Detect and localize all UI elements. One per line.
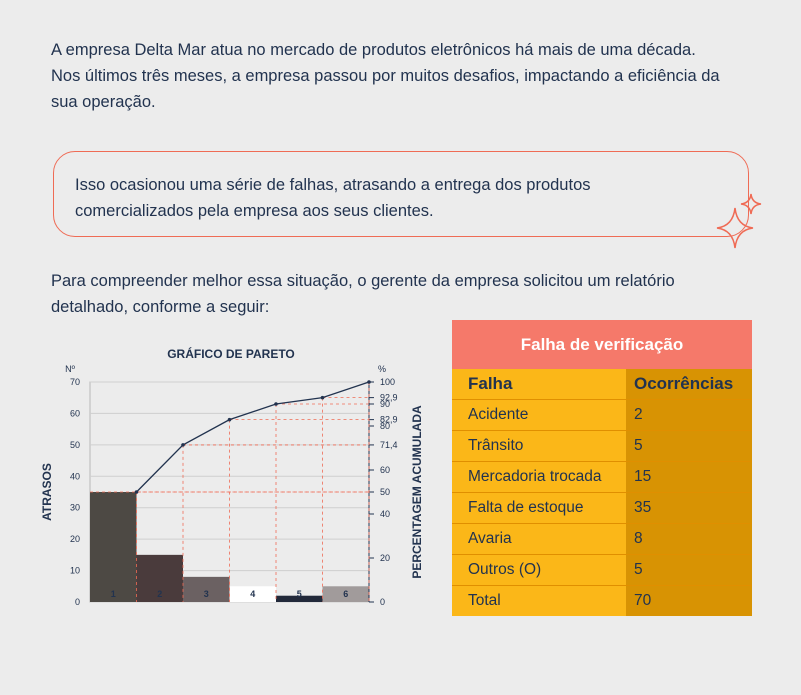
cumulative-point xyxy=(134,490,139,494)
bar-label: 3 xyxy=(204,589,209,599)
bar xyxy=(136,554,183,602)
y2-tick-label: 92,9 xyxy=(380,393,398,403)
falha-cell: Falta de estoque xyxy=(452,493,626,523)
right-axis-unit: % xyxy=(378,364,386,374)
y-axis-label: ATRASOS xyxy=(40,463,54,521)
table-title: Falha de verificação xyxy=(452,320,752,369)
bar xyxy=(322,586,369,602)
ocorrencias-cell: 70 xyxy=(626,586,752,616)
bar-label: 1 xyxy=(111,589,116,599)
y2-tick-label: 82,9 xyxy=(380,415,398,425)
table-row: Outros (O) 5 xyxy=(452,554,752,585)
table-row: Trânsito 5 xyxy=(452,430,752,461)
ocorrencias-cell: 5 xyxy=(626,555,752,585)
falha-cell: Total xyxy=(452,586,626,616)
cumulative-point xyxy=(367,380,371,384)
y-tick-label: 70 xyxy=(70,377,80,387)
bar xyxy=(229,586,276,602)
ocorrencias-cell: 2 xyxy=(626,400,752,430)
y2-tick-label: 71,4 xyxy=(380,440,398,450)
y-tick-label: 40 xyxy=(70,471,80,481)
header-cell-falha: Falha xyxy=(452,369,626,399)
falha-cell: Trânsito xyxy=(452,431,626,461)
table-row: Falta de estoque 35 xyxy=(452,492,752,523)
ocorrencias-cell: 5 xyxy=(626,431,752,461)
bar xyxy=(90,492,137,602)
report-line: detalhado, conforme a seguir: xyxy=(51,298,270,316)
cumulative-point xyxy=(181,443,185,447)
bar xyxy=(183,576,230,602)
sparkle-icon xyxy=(716,193,762,249)
cumulative-line xyxy=(136,381,370,493)
y2-axis-label: PERCENTAGEM ACUMULADA xyxy=(410,405,424,579)
header-cell-ocorrencias: Ocorrências xyxy=(626,369,752,399)
bar xyxy=(276,595,323,602)
cumulative-point xyxy=(320,395,325,400)
callout-text: Isso ocasionou uma série de falhas, atra… xyxy=(75,172,715,224)
callout-line: Isso ocasionou uma série de falhas, atra… xyxy=(75,176,591,194)
intro-paragraph: A empresa Delta Mar atua no mercado de p… xyxy=(51,37,771,115)
report-line: Para compreender melhor essa situação, o… xyxy=(51,272,675,290)
left-axis-unit: Nº xyxy=(65,364,75,374)
y-tick-label: 20 xyxy=(70,534,80,544)
ocorrencias-cell: 15 xyxy=(626,462,752,492)
bar-label: 6 xyxy=(343,589,348,599)
intro-line: Nos últimos três meses, a empresa passou… xyxy=(51,67,720,85)
falha-cell: Mercadoria trocada xyxy=(452,462,626,492)
ocorrencias-cell: 8 xyxy=(626,524,752,554)
y2-tick-label: 60 xyxy=(380,465,390,475)
falha-cell: Acidente xyxy=(452,400,626,430)
intro-line: A empresa Delta Mar atua no mercado de p… xyxy=(51,41,696,59)
y-tick-label: 0 xyxy=(75,597,80,607)
table-row: Total 70 xyxy=(452,585,752,616)
cumulative-point xyxy=(227,417,232,422)
table-row: Avaria 8 xyxy=(452,523,752,554)
y-tick-label: 50 xyxy=(70,440,80,450)
y-tick-label: 10 xyxy=(70,566,80,576)
y-tick-label: 30 xyxy=(70,503,80,513)
failure-table: Falha de verificação Falha Ocorrências A… xyxy=(452,320,752,616)
report-paragraph: Para compreender melhor essa situação, o… xyxy=(51,268,771,320)
table-row: Mercadoria trocada 15 xyxy=(452,461,752,492)
bar-label: 2 xyxy=(157,589,162,599)
y2-tick-label: 0 xyxy=(380,597,385,607)
falha-cell: Avaria xyxy=(452,524,626,554)
ocorrencias-cell: 35 xyxy=(626,493,752,523)
bar-label: 4 xyxy=(250,589,255,599)
callout-box: Isso ocasionou uma série de falhas, atra… xyxy=(53,151,749,237)
chart-title: GRÁFICO DE PARETO xyxy=(167,346,295,361)
intro-line: sua operação. xyxy=(51,93,156,111)
y2-tick-label: 20 xyxy=(380,553,390,563)
y-tick-label: 60 xyxy=(70,408,80,418)
table-row: Acidente 2 xyxy=(452,399,752,430)
y2-tick-label: 100 xyxy=(380,377,395,387)
falha-cell: Outros (O) xyxy=(452,555,626,585)
y2-tick-label: 50 xyxy=(380,487,390,497)
y2-tick-label: 90 xyxy=(380,399,390,409)
table-header-row: Falha Ocorrências xyxy=(452,369,752,399)
cumulative-point xyxy=(274,402,278,406)
callout-line: comercializados pela empresa aos seus cl… xyxy=(75,202,434,220)
y2-tick-label: 80 xyxy=(380,421,390,431)
bar-label: 5 xyxy=(297,589,302,599)
y2-tick-label: 40 xyxy=(380,509,390,519)
